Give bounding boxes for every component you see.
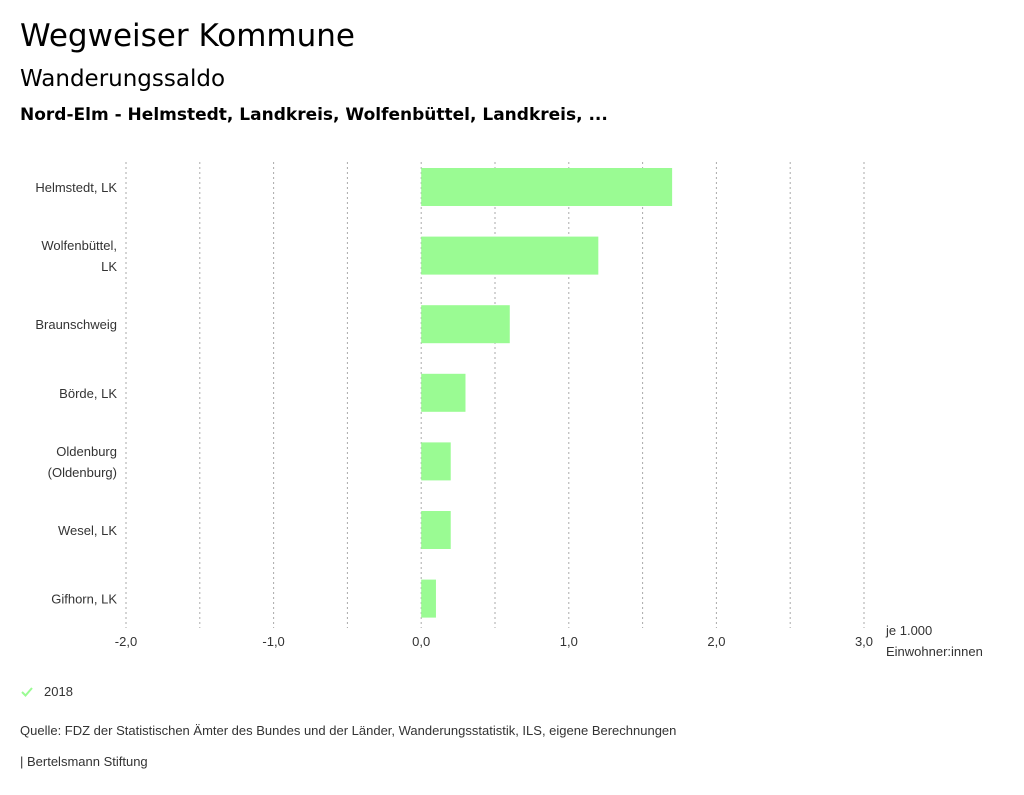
bar [421, 236, 599, 275]
bar [421, 579, 436, 618]
bar-chart: Helmstedt, LK Wolfenbüttel, LK Braunschweig… [35, 162, 983, 659]
chart-subtitle: Wanderungssaldo [20, 66, 226, 92]
page-title: Wegweiser Kommune [20, 18, 355, 54]
tick-label: -1,0 [262, 634, 284, 649]
bar [421, 511, 451, 549]
legend-label: 2018 [44, 684, 73, 699]
category-label: Braunschweig [35, 317, 117, 332]
category-labels: Helmstedt, LK Wolfenbüttel, LK Braunschweig… [35, 180, 117, 607]
tick-label: 3,0 [855, 634, 873, 649]
region-label: Nord-Elm - Helmstedt, Landkreis, Wolfenb… [20, 105, 608, 125]
tick-label: 1,0 [560, 634, 578, 649]
gridlines [125, 162, 865, 628]
source-note: Quelle: FDZ der Statistischen Ämter des … [20, 723, 677, 738]
unit-label-line: Einwohner:innen [886, 644, 983, 659]
category-label: Wesel, LK [58, 523, 117, 538]
tick-labels: -2,0 -1,0 0,0 1,0 2,0 3,0 [115, 634, 873, 649]
tick-label: -2,0 [115, 634, 137, 649]
bar [421, 305, 510, 344]
bar [421, 168, 673, 206]
category-label: Helmstedt, LK [35, 180, 117, 195]
bars [421, 168, 673, 618]
category-label: Gifhorn, LK [51, 592, 117, 607]
unit-label: je 1.000 Einwohner:innen [885, 623, 983, 659]
tick-label: 0,0 [412, 634, 430, 649]
check-icon [21, 686, 33, 697]
tick-label: 2,0 [707, 634, 725, 649]
category-label: Wolfenbüttel, LK [41, 238, 117, 274]
unit-label-line: je 1.000 [885, 623, 932, 638]
bar [421, 373, 466, 412]
category-label: Oldenburg (Oldenburg) [48, 444, 117, 480]
category-label: Börde, LK [59, 386, 117, 401]
legend[interactable]: 2018 [20, 684, 73, 699]
credit-note: | Bertelsmann Stiftung [20, 754, 148, 769]
bar [421, 442, 451, 481]
